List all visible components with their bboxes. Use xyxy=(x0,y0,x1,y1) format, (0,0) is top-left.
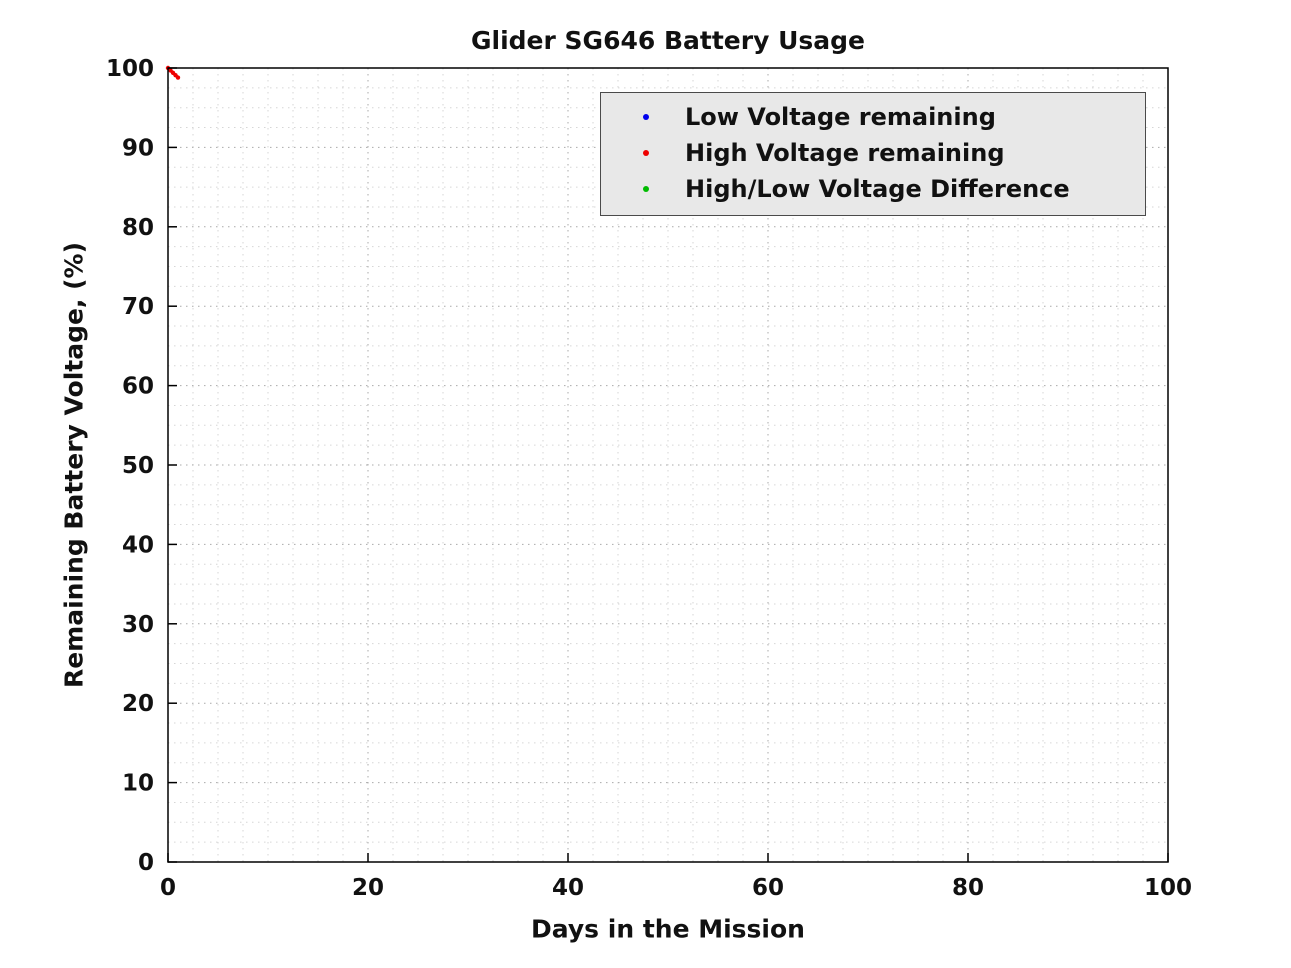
svg-text:60: 60 xyxy=(752,875,784,901)
chart-title: Glider SG646 Battery Usage xyxy=(471,26,865,55)
svg-text:60: 60 xyxy=(122,374,154,400)
legend-label-high-voltage: High Voltage remaining xyxy=(685,139,1005,167)
svg-text:100: 100 xyxy=(106,56,154,82)
y-axis-label: Remaining Battery Voltage, (%) xyxy=(59,241,89,689)
svg-text:20: 20 xyxy=(352,875,384,901)
legend-item-low-voltage: Low Voltage remaining xyxy=(601,99,1145,135)
svg-text:50: 50 xyxy=(122,453,154,479)
legend-marker-high-voltage-icon xyxy=(643,150,649,156)
legend-label-low-voltage: Low Voltage remaining xyxy=(685,103,996,131)
svg-text:30: 30 xyxy=(122,612,154,638)
x-axis-label: Days in the Mission xyxy=(531,914,805,944)
legend-marker-voltage-difference-icon xyxy=(643,186,649,192)
svg-text:80: 80 xyxy=(952,875,984,901)
legend-item-voltage-difference: High/Low Voltage Difference xyxy=(601,171,1145,207)
svg-text:70: 70 xyxy=(122,294,154,320)
legend-item-high-voltage: High Voltage remaining xyxy=(601,135,1145,171)
svg-text:90: 90 xyxy=(122,135,154,161)
legend: Low Voltage remaining High Voltage remai… xyxy=(600,92,1146,216)
svg-text:20: 20 xyxy=(122,691,154,717)
legend-marker-low-voltage-icon xyxy=(643,114,649,120)
svg-text:0: 0 xyxy=(160,875,176,901)
svg-text:40: 40 xyxy=(552,875,584,901)
svg-text:100: 100 xyxy=(1144,875,1192,901)
svg-text:80: 80 xyxy=(122,215,154,241)
svg-text:40: 40 xyxy=(122,532,154,558)
svg-text:10: 10 xyxy=(122,771,154,797)
svg-text:0: 0 xyxy=(138,850,154,876)
legend-label-voltage-difference: High/Low Voltage Difference xyxy=(685,175,1070,203)
